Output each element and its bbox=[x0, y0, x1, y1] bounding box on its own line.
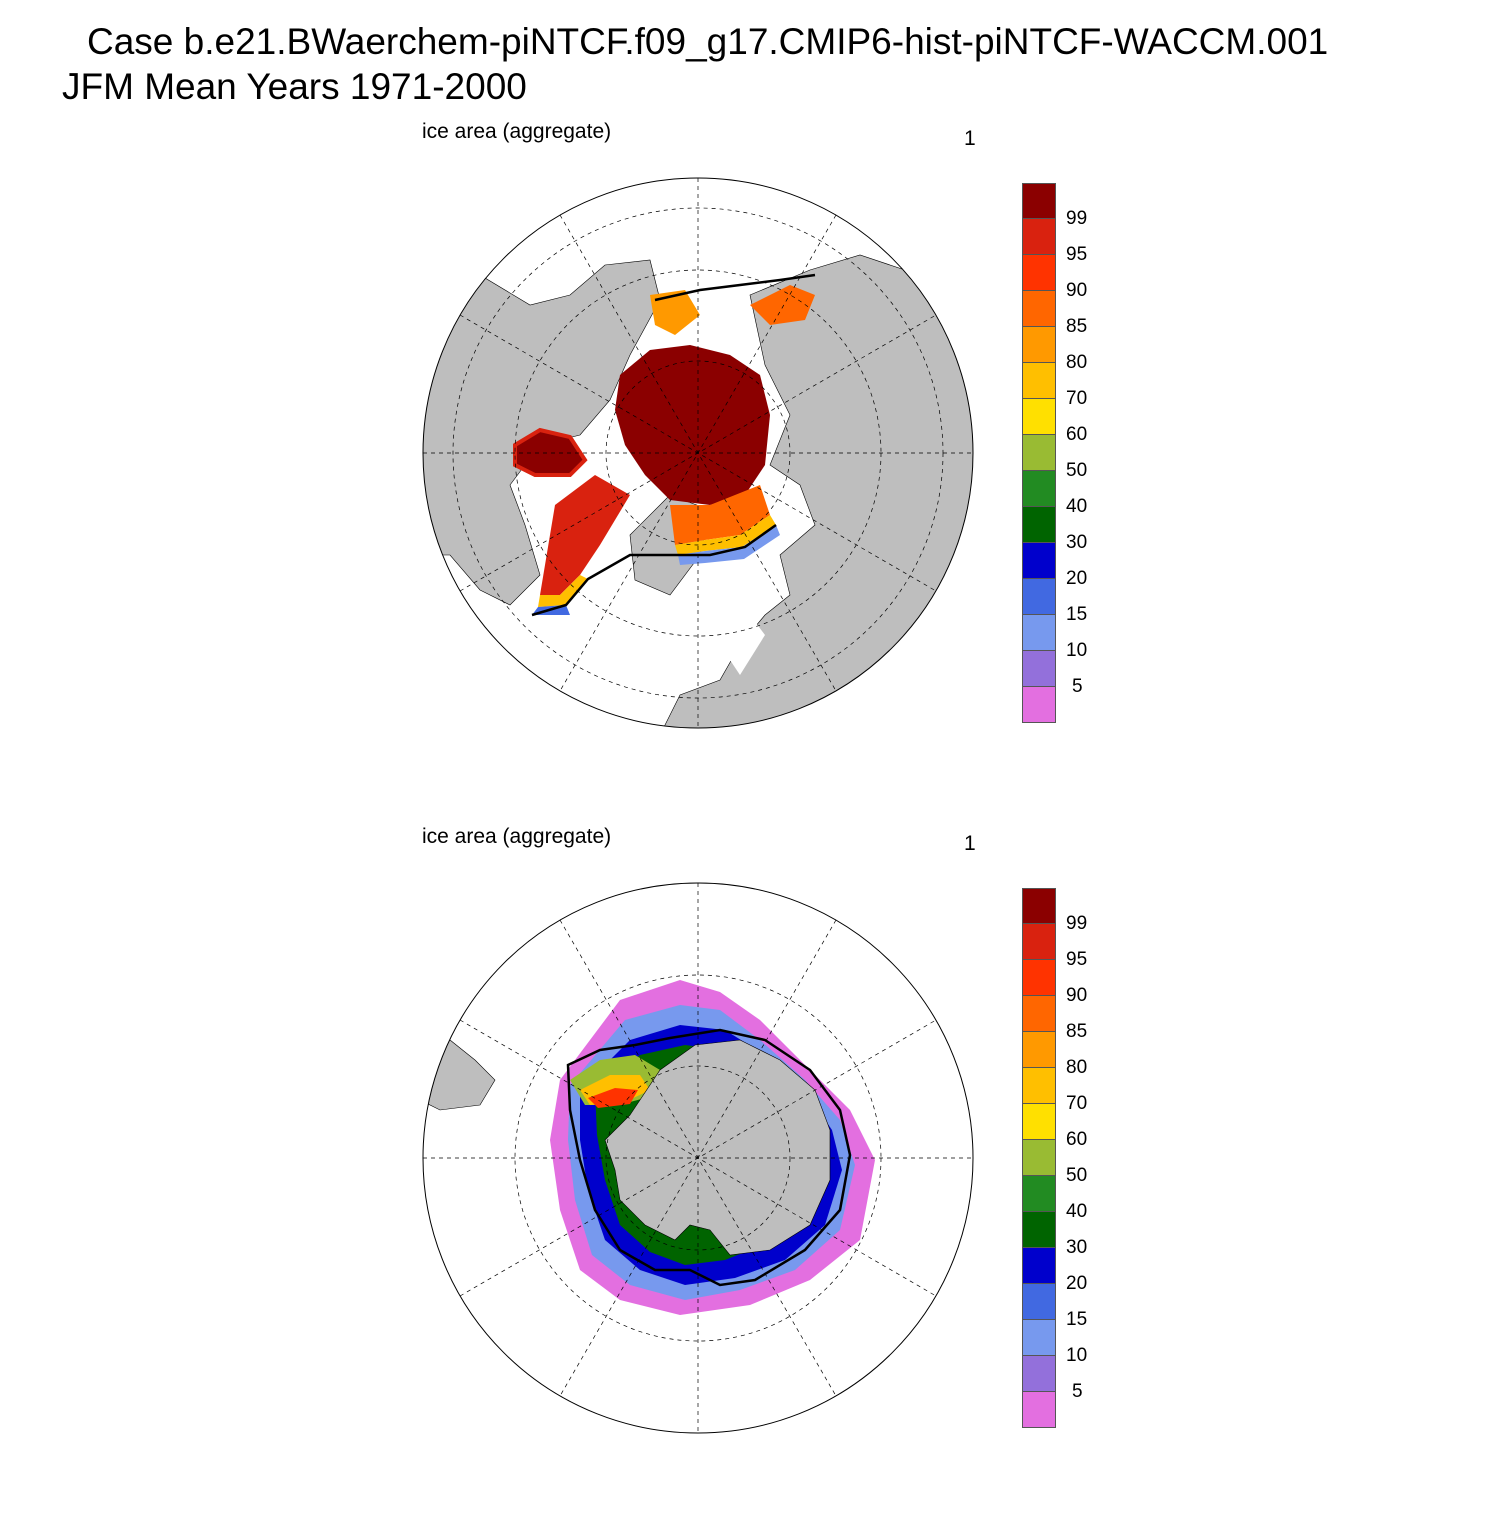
colorbar-tick-label: 70 bbox=[1066, 388, 1088, 409]
colorbar-swatch bbox=[1022, 1356, 1056, 1392]
colorbar-swatch bbox=[1022, 1176, 1056, 1212]
colorbar-tick-label: 15 bbox=[1066, 604, 1088, 625]
map-border bbox=[422, 882, 974, 1434]
map-border bbox=[422, 177, 974, 729]
colorbar-swatch bbox=[1022, 435, 1056, 471]
arctic-ice-core bbox=[615, 345, 770, 505]
units-label: 1 bbox=[964, 127, 976, 150]
variable-label: ice area (aggregate) bbox=[422, 825, 612, 848]
colorbar-swatch bbox=[1022, 1032, 1056, 1068]
variable-label: ice area (aggregate) bbox=[422, 120, 612, 143]
colorbar-swatch bbox=[1022, 183, 1056, 219]
colorbar-tick-label: 95 bbox=[1066, 949, 1088, 970]
colorbar-swatch bbox=[1022, 255, 1056, 291]
colorbar-tick-label: 80 bbox=[1066, 1057, 1088, 1078]
south-polar-map bbox=[422, 882, 974, 1434]
colorbar-swatch bbox=[1022, 996, 1056, 1032]
colorbar-tick-label: 30 bbox=[1066, 1237, 1088, 1258]
colorbar-swatch bbox=[1022, 615, 1056, 651]
ice-extent-contour bbox=[531, 523, 777, 617]
graticule bbox=[423, 178, 973, 728]
colorbar-swatch bbox=[1022, 471, 1056, 507]
colorbar-tick-label: 10 bbox=[1066, 640, 1088, 661]
sea-ice-95 bbox=[588, 1088, 638, 1108]
colorbar-tick-label: 85 bbox=[1066, 316, 1088, 337]
colorbar-tick-label: 60 bbox=[1066, 424, 1088, 445]
colorbar-tick-label: 70 bbox=[1066, 1093, 1088, 1114]
hudson-bay-ice bbox=[513, 427, 588, 477]
colorbar-swatch bbox=[1022, 291, 1056, 327]
colorbar-tick-label: 90 bbox=[1066, 985, 1088, 1006]
colorbar-tick-label: 20 bbox=[1066, 1273, 1088, 1294]
colorbar-swatch bbox=[1022, 687, 1056, 723]
colorbar-tick-label: 5 bbox=[1072, 676, 1083, 697]
colorbar-tick-label: 80 bbox=[1066, 352, 1088, 373]
colorbar-swatch bbox=[1022, 1392, 1056, 1428]
colorbar-tick-label: 15 bbox=[1066, 1309, 1088, 1330]
colorbar-swatch bbox=[1022, 960, 1056, 996]
colorbar-tick-label: 95 bbox=[1066, 244, 1088, 265]
colorbar-swatch bbox=[1022, 1212, 1056, 1248]
colorbar-tick-label: 40 bbox=[1066, 1201, 1088, 1222]
colorbar-tick-label: 60 bbox=[1066, 1129, 1088, 1150]
colorbar-tick-label: 50 bbox=[1066, 460, 1088, 481]
colorbar-swatch bbox=[1022, 888, 1056, 924]
antarctica-landmass bbox=[604, 1039, 831, 1256]
barents-ice-edge bbox=[670, 485, 770, 545]
colorbar-swatch bbox=[1022, 1248, 1056, 1284]
colorbar-swatch bbox=[1022, 1068, 1056, 1104]
colorbar-swatch bbox=[1022, 219, 1056, 255]
colorbar-swatch bbox=[1022, 1140, 1056, 1176]
colorbar-swatch bbox=[1022, 363, 1056, 399]
colorbar-swatch bbox=[1022, 327, 1056, 363]
colorbar-tick-label: 5 bbox=[1072, 1381, 1083, 1402]
colorbar-tick-label: 50 bbox=[1066, 1165, 1088, 1186]
bering-sea-ice bbox=[650, 290, 700, 335]
colorbar-swatch bbox=[1022, 399, 1056, 435]
colorbar-swatch bbox=[1022, 924, 1056, 960]
colorbar-tick-label: 99 bbox=[1066, 208, 1088, 229]
north-polar-map bbox=[422, 177, 974, 729]
colorbar-tick-label: 99 bbox=[1066, 913, 1088, 934]
colorbar-swatch bbox=[1022, 579, 1056, 615]
okhotsk-sea-ice bbox=[750, 285, 815, 325]
colorbar-swatch bbox=[1022, 1284, 1056, 1320]
colorbar-tick-label: 20 bbox=[1066, 568, 1088, 589]
colorbar-swatch bbox=[1022, 1320, 1056, 1356]
figure-title-case: Case b.e21.BWaerchem-piNTCF.f09_g17.CMIP… bbox=[87, 21, 1329, 62]
colorbar-swatch bbox=[1022, 507, 1056, 543]
figure-title-period: JFM Mean Years 1971-2000 bbox=[62, 66, 527, 107]
south-hemisphere-panel: ice area (aggregate) 1 bbox=[0, 815, 1500, 1515]
colorbar-tick-label: 85 bbox=[1066, 1021, 1088, 1042]
colorbar-swatch bbox=[1022, 1104, 1056, 1140]
colorbar-swatch bbox=[1022, 543, 1056, 579]
graticule bbox=[423, 883, 973, 1433]
units-label: 1 bbox=[964, 832, 976, 855]
colorbar: 99 95 90 85 80 70 60 50 40 30 20 15 10 5 bbox=[1022, 888, 1102, 1428]
colorbar-tick-label: 30 bbox=[1066, 532, 1088, 553]
labrador-ice-edge bbox=[540, 475, 630, 595]
colorbar-tick-label: 90 bbox=[1066, 280, 1088, 301]
colorbar-tick-label: 10 bbox=[1066, 1345, 1088, 1366]
colorbar-swatch bbox=[1022, 651, 1056, 687]
colorbar: 99 95 90 85 80 70 60 50 40 30 20 15 10 5 bbox=[1022, 183, 1102, 723]
north-hemisphere-panel: ice area (aggregate) 1 bbox=[0, 110, 1500, 810]
colorbar-tick-label: 40 bbox=[1066, 496, 1088, 517]
